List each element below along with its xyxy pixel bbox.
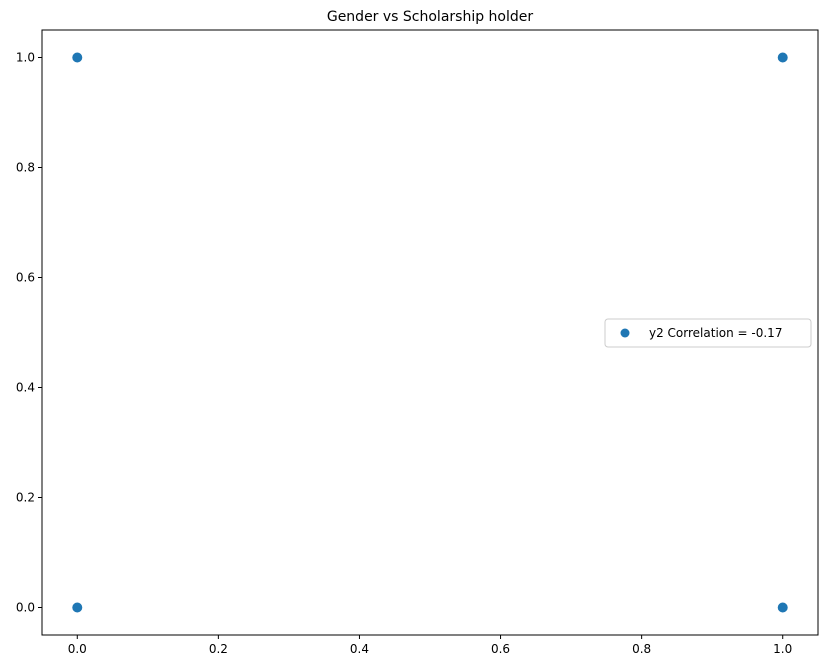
x-tick-label: 0.8	[632, 642, 651, 656]
data-points	[72, 52, 788, 613]
x-tick-label: 0.2	[209, 642, 228, 656]
y-tick-label: 0.6	[16, 271, 35, 285]
legend-marker	[620, 328, 630, 338]
scatter-point	[72, 602, 83, 613]
legend: y2 Correlation = -0.17	[604, 318, 812, 348]
scatter-point	[72, 52, 83, 63]
y-tick-label: 0.0	[16, 601, 35, 615]
x-tick-label: 0.6	[491, 642, 510, 656]
scatter-point	[777, 52, 788, 63]
legend-label: y2 Correlation = -0.17	[649, 326, 782, 340]
scatter-point	[777, 602, 788, 613]
x-tick-label: 1.0	[773, 642, 792, 656]
y-axis: 0.0 0.2 0.4 0.6 0.8 1.0	[16, 51, 42, 615]
x-axis: 0.0 0.2 0.4 0.6 0.8 1.0	[68, 635, 792, 656]
y-tick-label: 0.8	[16, 161, 35, 175]
y-tick-label: 1.0	[16, 51, 35, 65]
y-tick-label: 0.4	[16, 381, 35, 395]
legend-box	[604, 318, 812, 348]
plot-area	[41, 29, 819, 636]
x-tick-label: 0.4	[350, 642, 369, 656]
y-tick-label: 0.2	[16, 491, 35, 505]
chart-title: Gender vs Scholarship holder	[327, 9, 534, 25]
x-tick-label: 0.0	[68, 642, 87, 656]
